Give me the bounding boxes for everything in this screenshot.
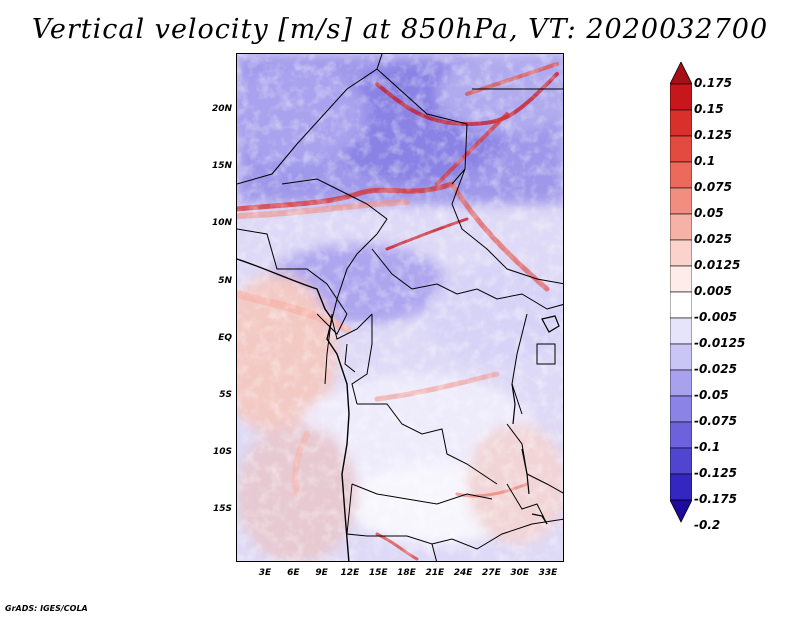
colorbar-tick-label: -0.175 bbox=[694, 492, 737, 506]
coastline bbox=[237, 258, 350, 561]
colorbar-top-arrow bbox=[670, 62, 692, 85]
y-tick-label: 5N bbox=[218, 275, 232, 286]
y-tick-label: 10N bbox=[211, 218, 232, 229]
x-tick-label: 27E bbox=[482, 568, 501, 578]
colorbar-tick-label: -0.05 bbox=[694, 388, 729, 402]
colorbar-segment bbox=[670, 447, 692, 475]
colorbar-segment bbox=[670, 421, 692, 449]
x-tick-label: 33E bbox=[538, 568, 558, 578]
chart-title: Vertical velocity [m/s] at 850hPa, VT: 2… bbox=[31, 14, 769, 45]
colorbar-tick-label: -0.125 bbox=[694, 466, 737, 480]
colorbar-tick-label: 0.05 bbox=[694, 206, 724, 220]
x-tick-label: 3E bbox=[258, 568, 272, 578]
colorbar-tick-label: -0.0125 bbox=[694, 336, 746, 350]
y-tick-label: EQ bbox=[218, 332, 232, 343]
colorbar-tick-label: 0.0125 bbox=[694, 258, 741, 272]
lakes bbox=[511, 315, 560, 525]
map-field bbox=[237, 54, 563, 561]
colorbar-tick-label: 0.15 bbox=[694, 102, 724, 116]
map-panel bbox=[236, 53, 564, 562]
colorbar-tick-label: 0.075 bbox=[694, 180, 732, 194]
colorbar-segment bbox=[670, 187, 692, 215]
field-texture bbox=[237, 54, 563, 561]
x-tick-label: 30E bbox=[510, 568, 530, 578]
colorbar-segment bbox=[670, 135, 692, 163]
x-tick-label: 15E bbox=[368, 568, 388, 578]
x-tick-label: 18E bbox=[397, 568, 416, 578]
y-tick-label: 15S bbox=[212, 504, 232, 515]
colorbar-bottom-arrow bbox=[670, 499, 692, 523]
colorbar-tick-label: 0.1 bbox=[694, 154, 716, 168]
colorbar-segment bbox=[670, 473, 692, 501]
colorbar-segment bbox=[670, 317, 692, 345]
colorbar-tick-label: 0.005 bbox=[694, 284, 732, 298]
colorbar-segment bbox=[670, 395, 692, 423]
x-tick-label: 21E bbox=[425, 568, 445, 578]
colorbar-tick-label: -0.075 bbox=[694, 414, 737, 428]
colorbar-segment bbox=[670, 265, 692, 293]
colorbar-segment bbox=[670, 109, 692, 137]
x-tick-label: 12E bbox=[340, 568, 360, 578]
colorbar-segment bbox=[670, 239, 692, 267]
colorbar bbox=[670, 62, 692, 523]
x-tick-label: 6E bbox=[287, 568, 300, 578]
y-tick-label: 5S bbox=[219, 390, 232, 400]
colorbar-tick-label: -0.005 bbox=[694, 310, 737, 324]
colorbar-tick-label: -0.2 bbox=[694, 518, 721, 532]
colorbar-tick-label: 0.025 bbox=[694, 232, 732, 246]
colorbar-segment bbox=[670, 343, 692, 371]
x-tick-label: 9E bbox=[315, 568, 328, 578]
y-tick-label: 15N bbox=[211, 161, 232, 172]
x-tick-label: 24E bbox=[453, 568, 473, 578]
colorbar-segment bbox=[670, 291, 692, 319]
colorbar-segment bbox=[670, 161, 692, 189]
y-tick-label: 20N bbox=[211, 104, 232, 114]
colorbar-segment bbox=[670, 83, 692, 111]
software-credit: GrADS: IGES/COLA bbox=[5, 604, 88, 613]
y-tick-label: 10S bbox=[212, 447, 232, 458]
colorbar-segment bbox=[670, 213, 692, 241]
colorbar-tick-label: 0.125 bbox=[694, 128, 732, 142]
colorbar-segment bbox=[670, 369, 692, 397]
colorbar-tick-label: 0.175 bbox=[694, 76, 732, 90]
colorbar-tick-label: -0.1 bbox=[694, 440, 721, 454]
colorbar-tick-label: -0.025 bbox=[694, 362, 737, 376]
